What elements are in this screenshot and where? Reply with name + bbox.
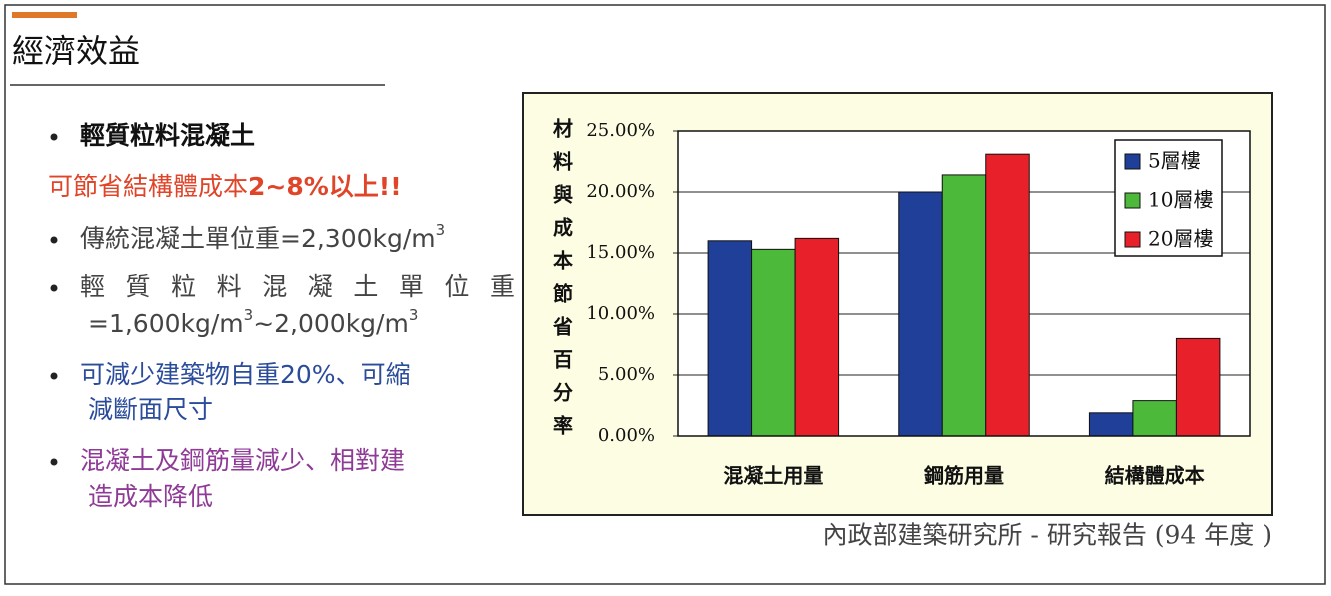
legend-label: 5層樓 [1148,149,1201,173]
text-run: 減斷面尺寸 [88,395,213,424]
bullet [50,236,58,244]
text-line: 混凝土及鋼筋量減少、相對建 [80,446,405,475]
bar [1132,400,1177,437]
text-run: =1,600kg/m [88,309,244,338]
bar [707,240,753,437]
bar [985,153,1030,437]
bar [898,191,943,437]
bar [751,248,796,437]
x-tick-label: 結構體成本 [1105,464,1205,488]
superscript: 3 [436,221,446,239]
accent-bar [12,12,77,18]
text-line: 可節省結構體成本2~8%以上!! [48,172,402,201]
text-line: =1,600kg/m3~2,000kg/m3 [88,306,418,339]
emphasis: 2~8%以上!! [248,172,402,201]
text-run: 造成本降低 [88,482,213,511]
bullet [50,133,58,141]
x-tick-label: 混凝土用量 [723,464,823,488]
text-line: 造成本降低 [88,482,213,511]
bar [1175,337,1221,437]
bullet [50,372,58,380]
y-tick-label: 5.00% [598,364,655,385]
plot-border [677,130,1251,437]
x-tick-label: 鋼筋用量 [924,464,1004,488]
y-tick-label: 25.00% [586,120,655,141]
legend-swatch [1124,192,1141,209]
bar [794,237,840,437]
text-line: 減斷面尺寸 [88,395,213,424]
y-tick-label: 15.00% [586,242,655,263]
bullet [50,284,58,292]
text-run: ~2,000kg/m [253,309,409,338]
text-run: 可減少建築物自重20%、可縮 [80,360,411,389]
y-tick-label: 10.00% [586,303,655,324]
y-tick-label: 20.00% [586,181,655,202]
bar [1088,412,1134,437]
slide-title: 經濟效益 [12,32,140,70]
y-tick-label: 0.00% [598,425,655,446]
legend-swatch [1124,153,1141,170]
text-run: 混凝土及鋼筋量減少、相對建 [80,446,405,475]
legend-label: 10層樓 [1148,188,1213,212]
superscript: 3 [244,306,254,324]
text-line: 可減少建築物自重20%、可縮 [80,360,411,389]
text-run: 可節省結構體成本 [48,172,248,201]
text-line: 傳統混凝土單位重=2,300kg/m3 [80,221,445,254]
superscript: 3 [409,306,419,324]
text-line: 輕質粒料混凝土 [80,121,255,150]
legend-label: 20層樓 [1148,227,1213,251]
legend-swatch [1124,231,1141,248]
source-caption: 內政部建築研究所 - 研究報告 (94 年度 ) [822,521,1272,550]
text-run: 傳統混凝土單位重=2,300kg/m [80,224,436,253]
y-axis-label: 材料與成本節省百分率 [550,118,574,448]
bar [941,174,987,437]
bullet [50,458,58,466]
text-run: 輕質粒料混凝土 [80,121,255,150]
